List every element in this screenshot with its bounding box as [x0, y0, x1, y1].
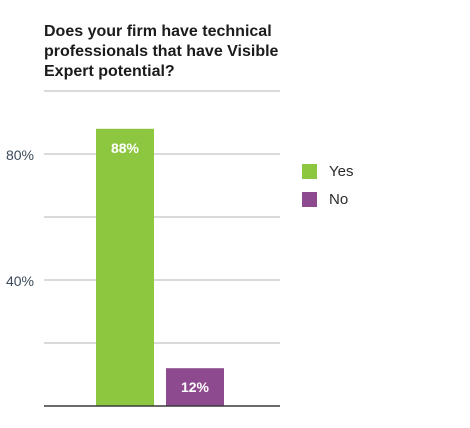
legend-item-yes: Yes — [302, 162, 354, 180]
y-tick-label-80: 80% — [6, 147, 34, 163]
chart-title-line-1: Does your firm have technical — [44, 23, 272, 40]
bar-value-label-no: 12% — [181, 379, 210, 395]
bar-no — [166, 368, 224, 406]
legend-label-no: No — [329, 190, 349, 208]
legend-item-no: No — [302, 190, 349, 208]
legend-label-yes: Yes — [329, 162, 354, 180]
bar-value-label-yes: 88% — [111, 140, 140, 156]
legend-swatch-yes — [302, 163, 317, 179]
chart-title-line-3: Expert potential? — [44, 63, 175, 80]
legend-swatch-no — [302, 191, 317, 207]
y-tick-label-40: 40% — [6, 273, 34, 289]
chart-title-line-2: professionals that have Visible — [44, 43, 279, 60]
chart-title: Does your firm have technical profession… — [44, 22, 344, 82]
bar-yes — [96, 128, 154, 407]
